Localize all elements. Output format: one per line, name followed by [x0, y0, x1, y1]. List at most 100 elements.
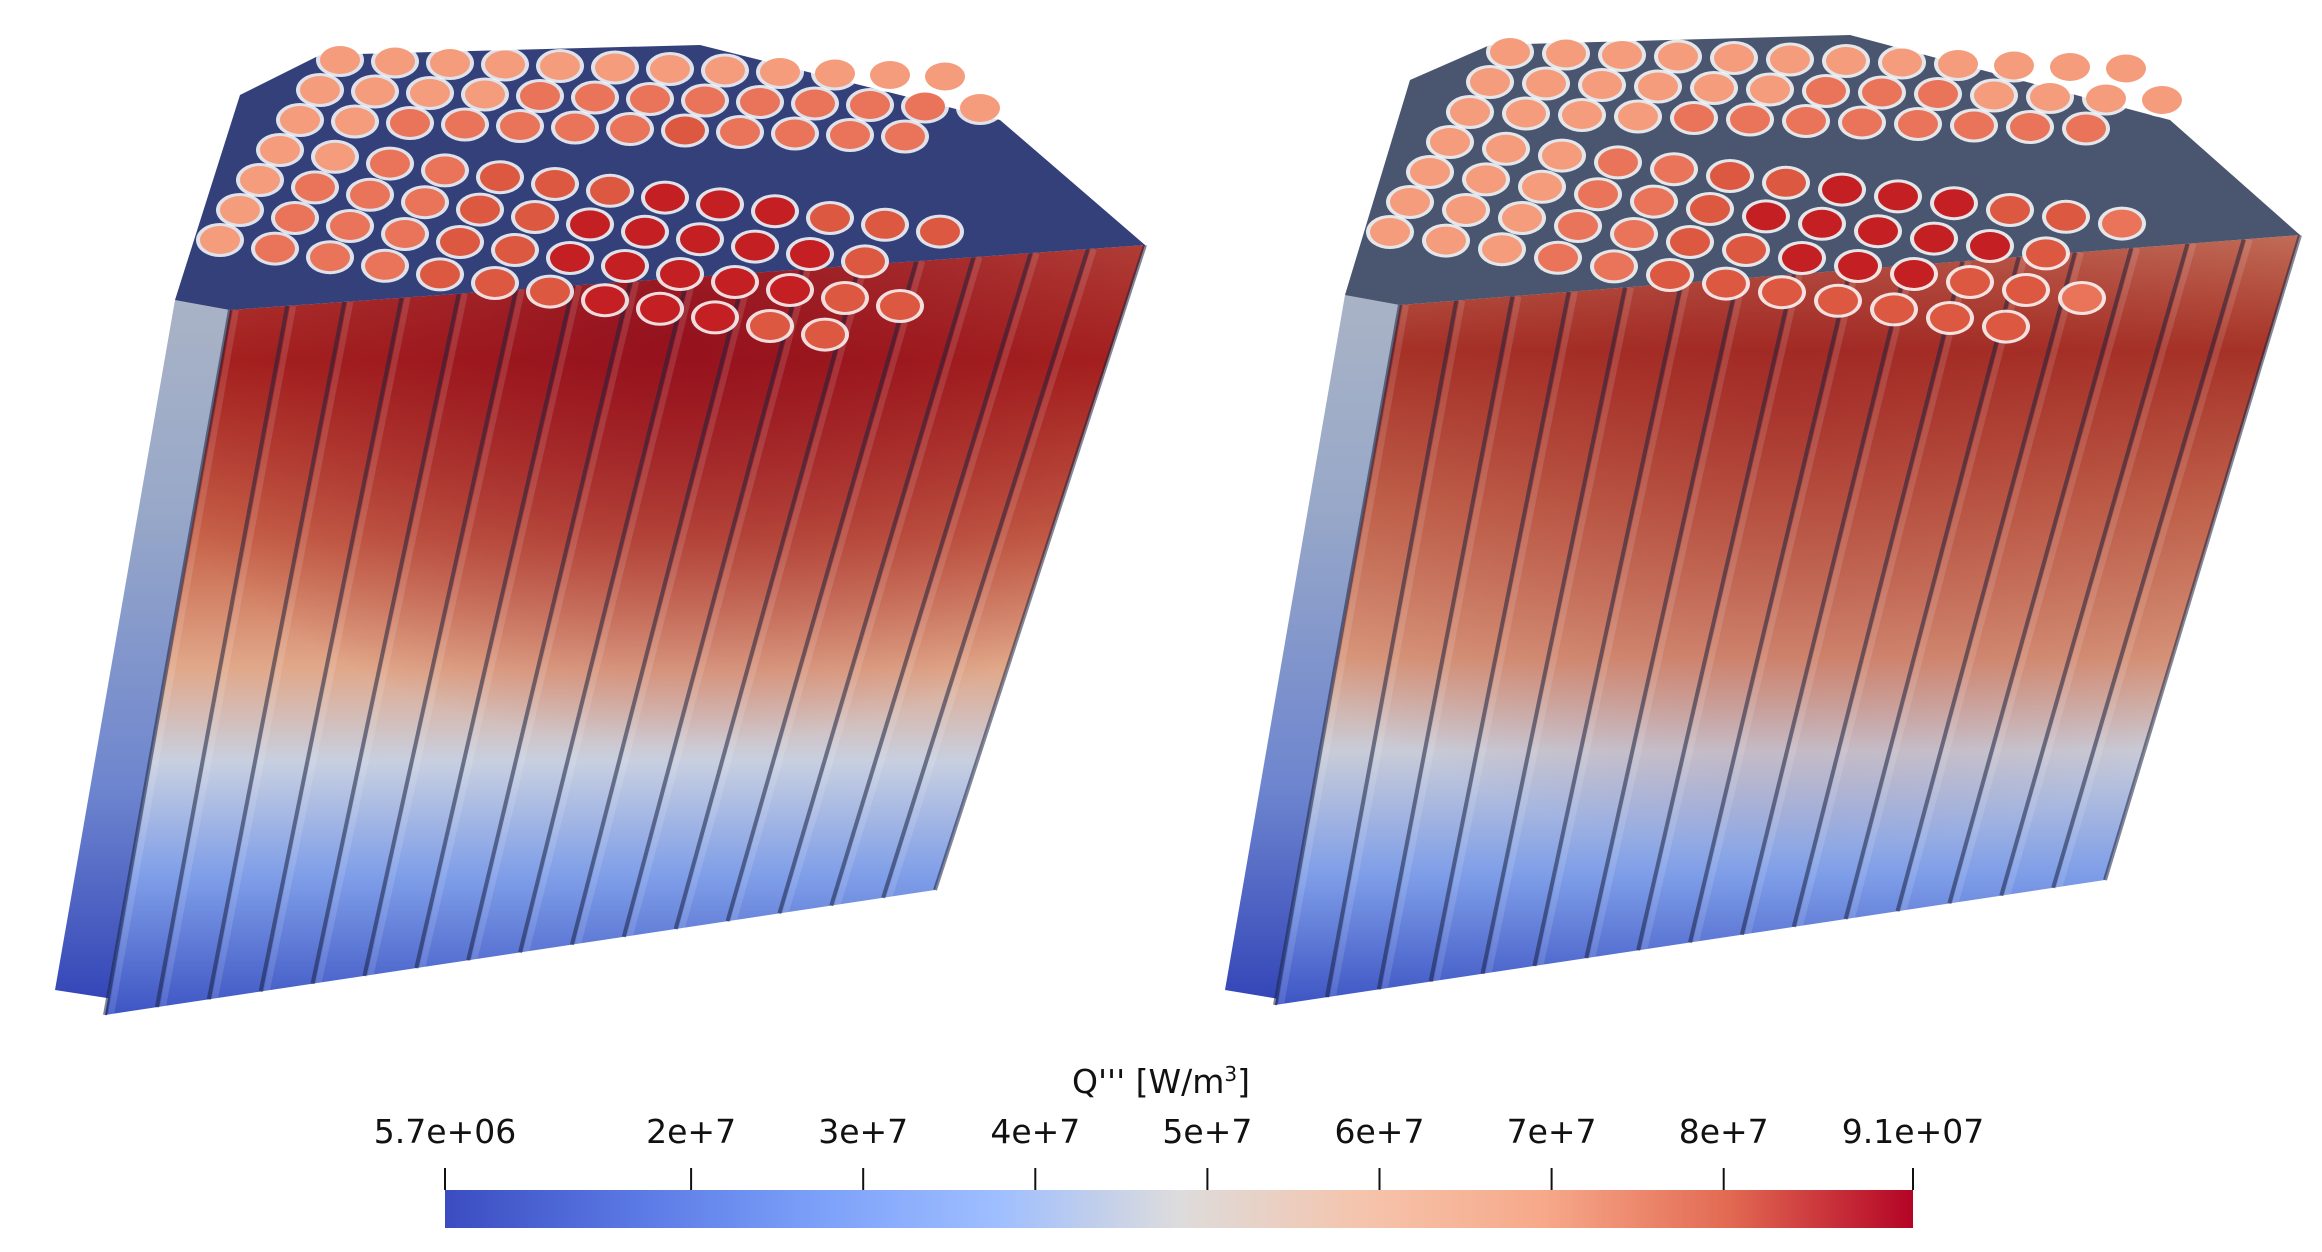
rod-top [1638, 72, 1678, 101]
rod-top [770, 276, 810, 304]
rod-top [425, 156, 465, 185]
rod-seam [362, 289, 518, 977]
rod-top [1842, 108, 1882, 137]
rod-highlight [1900, 251, 2084, 913]
rod-top [1726, 236, 1766, 264]
rod-highlight [1537, 282, 1691, 967]
rod-top [1918, 80, 1958, 108]
rod-seam [1947, 247, 2134, 904]
rod-top [2010, 113, 2050, 141]
colorbar-ticks [444, 1168, 1914, 1190]
rod-seam [2051, 238, 2246, 889]
rod-top [880, 292, 920, 320]
rod-top [335, 107, 375, 136]
rod-top [1714, 44, 1754, 72]
rod-top [1558, 212, 1598, 240]
rod-top [1838, 252, 1878, 280]
rod-top [1522, 172, 1562, 201]
rod-top [1874, 295, 1914, 324]
rod-highlight [2056, 238, 2253, 889]
colorbar-gradient [445, 1190, 1913, 1228]
rod-highlight [1641, 273, 1803, 951]
rod-highlight [367, 289, 525, 977]
rod-top [1818, 286, 1858, 315]
rod-top [370, 149, 410, 178]
rod-top [280, 106, 320, 134]
rod-top [575, 83, 615, 112]
rod-top [590, 176, 630, 205]
rod-top [1970, 232, 2010, 260]
rod-top [805, 320, 845, 349]
colorbar-tick-label: 8e+7 [1678, 1112, 1769, 1151]
rod-top [1650, 261, 1690, 289]
right-rod-seams [1273, 234, 2309, 1006]
rod-top [865, 210, 905, 239]
rod-top [680, 225, 720, 254]
rod-highlight [108, 309, 239, 1016]
rod-seam [414, 285, 576, 969]
rod-top [1930, 304, 1970, 332]
rod-top [1538, 243, 1578, 272]
rod-seam [1428, 291, 1571, 982]
rod-top [1658, 42, 1698, 71]
rod-top [1546, 39, 1586, 68]
rod-highlight [419, 284, 583, 969]
rod-top [355, 77, 395, 106]
rod-top [1482, 235, 1522, 264]
rod-top [755, 197, 795, 226]
rod-top [315, 142, 355, 171]
colorbar-tick-label: 7e+7 [1506, 1112, 1597, 1151]
rod-top [330, 212, 370, 240]
rod-highlight [211, 301, 354, 1000]
rod-top [795, 89, 835, 118]
rod-top [1746, 202, 1786, 231]
left-rod-seams [103, 244, 1154, 1016]
rod-top [1618, 102, 1658, 131]
rod-top [275, 204, 315, 232]
rod-top [300, 76, 340, 104]
rod-highlight [471, 280, 640, 962]
colorbar-title: Q''' [W/m3] [1071, 1062, 1251, 1101]
rod-top [920, 217, 960, 246]
rod-top [1862, 78, 1902, 107]
rod-top [220, 196, 260, 224]
rod-top [1954, 111, 1994, 140]
rod-top [1786, 107, 1826, 135]
rod-top [1766, 168, 1806, 197]
rod-seam [933, 244, 1147, 891]
rod-top [240, 166, 280, 194]
rod-top [810, 204, 850, 232]
rod-top [870, 61, 910, 89]
rod-highlight [1381, 295, 1522, 990]
rod-top [1430, 128, 1470, 156]
left-rod-tops [196, 43, 1004, 352]
rod-top [585, 286, 625, 315]
rod-top [760, 58, 800, 86]
rod-top [650, 55, 690, 83]
rod-top [720, 118, 760, 146]
rod-top [1770, 45, 1810, 74]
rod-seam [1584, 278, 1740, 959]
rod-top [815, 59, 855, 88]
rod-highlight [678, 264, 868, 930]
rod-highlight [626, 268, 811, 938]
rod-top [700, 190, 740, 219]
rod-top [1894, 260, 1934, 288]
rod-top [2006, 276, 2046, 304]
rod-top [1934, 189, 1974, 218]
rod-top [1806, 77, 1846, 105]
rod-top [2102, 209, 2142, 238]
rod-top [460, 195, 500, 224]
rod-top [1466, 165, 1506, 194]
rod-top [740, 88, 780, 116]
rod-top [925, 62, 965, 91]
rod-top [1634, 187, 1674, 216]
rod-top [390, 109, 430, 137]
rod-highlight [1848, 256, 2028, 920]
rod-seam [310, 293, 461, 985]
colorbar-tick-label: 2e+7 [646, 1112, 737, 1151]
rod-highlight [574, 272, 754, 946]
rod-top [640, 294, 680, 323]
colorbar-tick-label: 3e+7 [818, 1112, 909, 1151]
rod-top [850, 91, 890, 119]
